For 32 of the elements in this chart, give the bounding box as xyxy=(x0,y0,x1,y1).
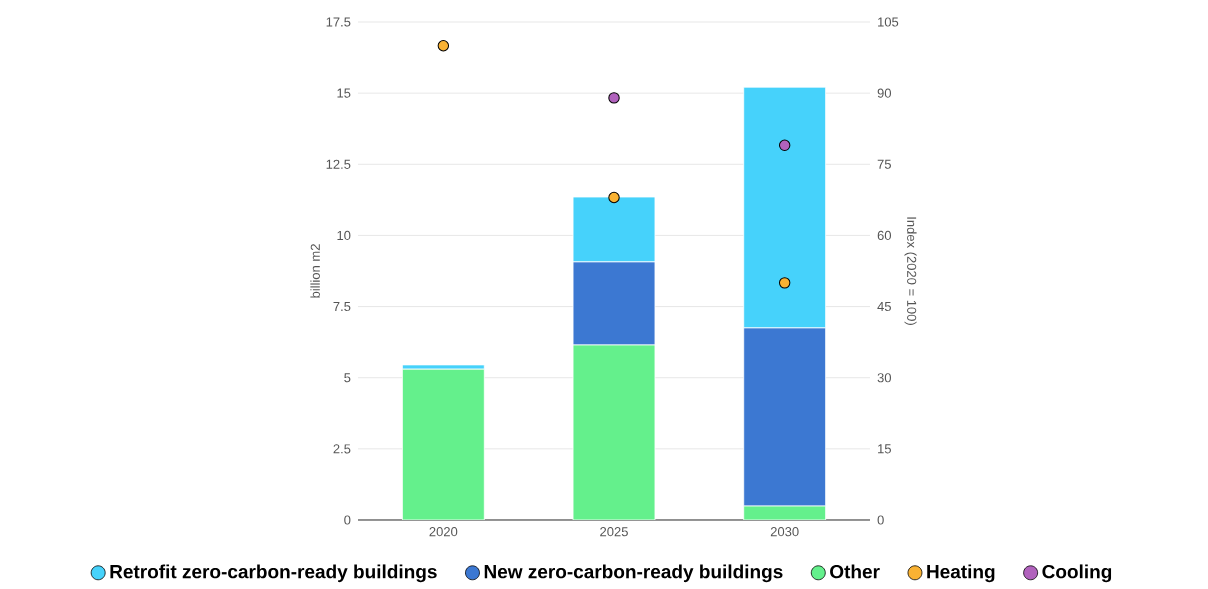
legend-label: Retrofit zero-carbon-ready buildings xyxy=(110,564,437,583)
y2-tick-label: 0 xyxy=(877,515,884,525)
y-tick-label: 7.5 xyxy=(333,301,351,312)
y-tick-label: 10 xyxy=(337,230,351,240)
y2-tick-label: 60 xyxy=(877,230,892,240)
y-tick-label: 17.5 xyxy=(326,17,351,27)
x-tick-label: 2030 xyxy=(770,527,799,537)
legend-label: Heating xyxy=(927,564,995,583)
x-tick-label: 2025 xyxy=(600,527,628,537)
y-axis-title: billion m2 xyxy=(310,244,320,298)
point xyxy=(608,191,620,204)
y-tick-label: 5 xyxy=(344,373,351,383)
y2-tick-label: 105 xyxy=(878,17,899,27)
y-tick-label: 15 xyxy=(337,88,351,98)
y2-tick-label: 30 xyxy=(877,373,892,383)
point xyxy=(437,39,450,52)
y-tick-label: 0 xyxy=(344,515,351,525)
x-tick-label: 2020 xyxy=(429,527,458,537)
y2-axis-title: Index (2020 = 100) xyxy=(904,217,917,325)
legend-label: New zero-carbon-ready buildings xyxy=(484,564,783,583)
y2-tick-label: 75 xyxy=(877,159,891,169)
legend-label: Other xyxy=(830,564,880,579)
legend-label: Cooling xyxy=(1042,564,1112,583)
y2-tick-label: 15 xyxy=(878,444,891,454)
y2-tick-label: 45 xyxy=(877,301,891,312)
point xyxy=(608,92,620,104)
y-tick-label: 12.5 xyxy=(326,159,351,169)
point xyxy=(778,139,791,151)
y2-tick-label: 90 xyxy=(877,88,892,98)
y-tick-label: 2.5 xyxy=(333,444,351,454)
bar xyxy=(401,368,485,520)
point xyxy=(778,277,791,289)
